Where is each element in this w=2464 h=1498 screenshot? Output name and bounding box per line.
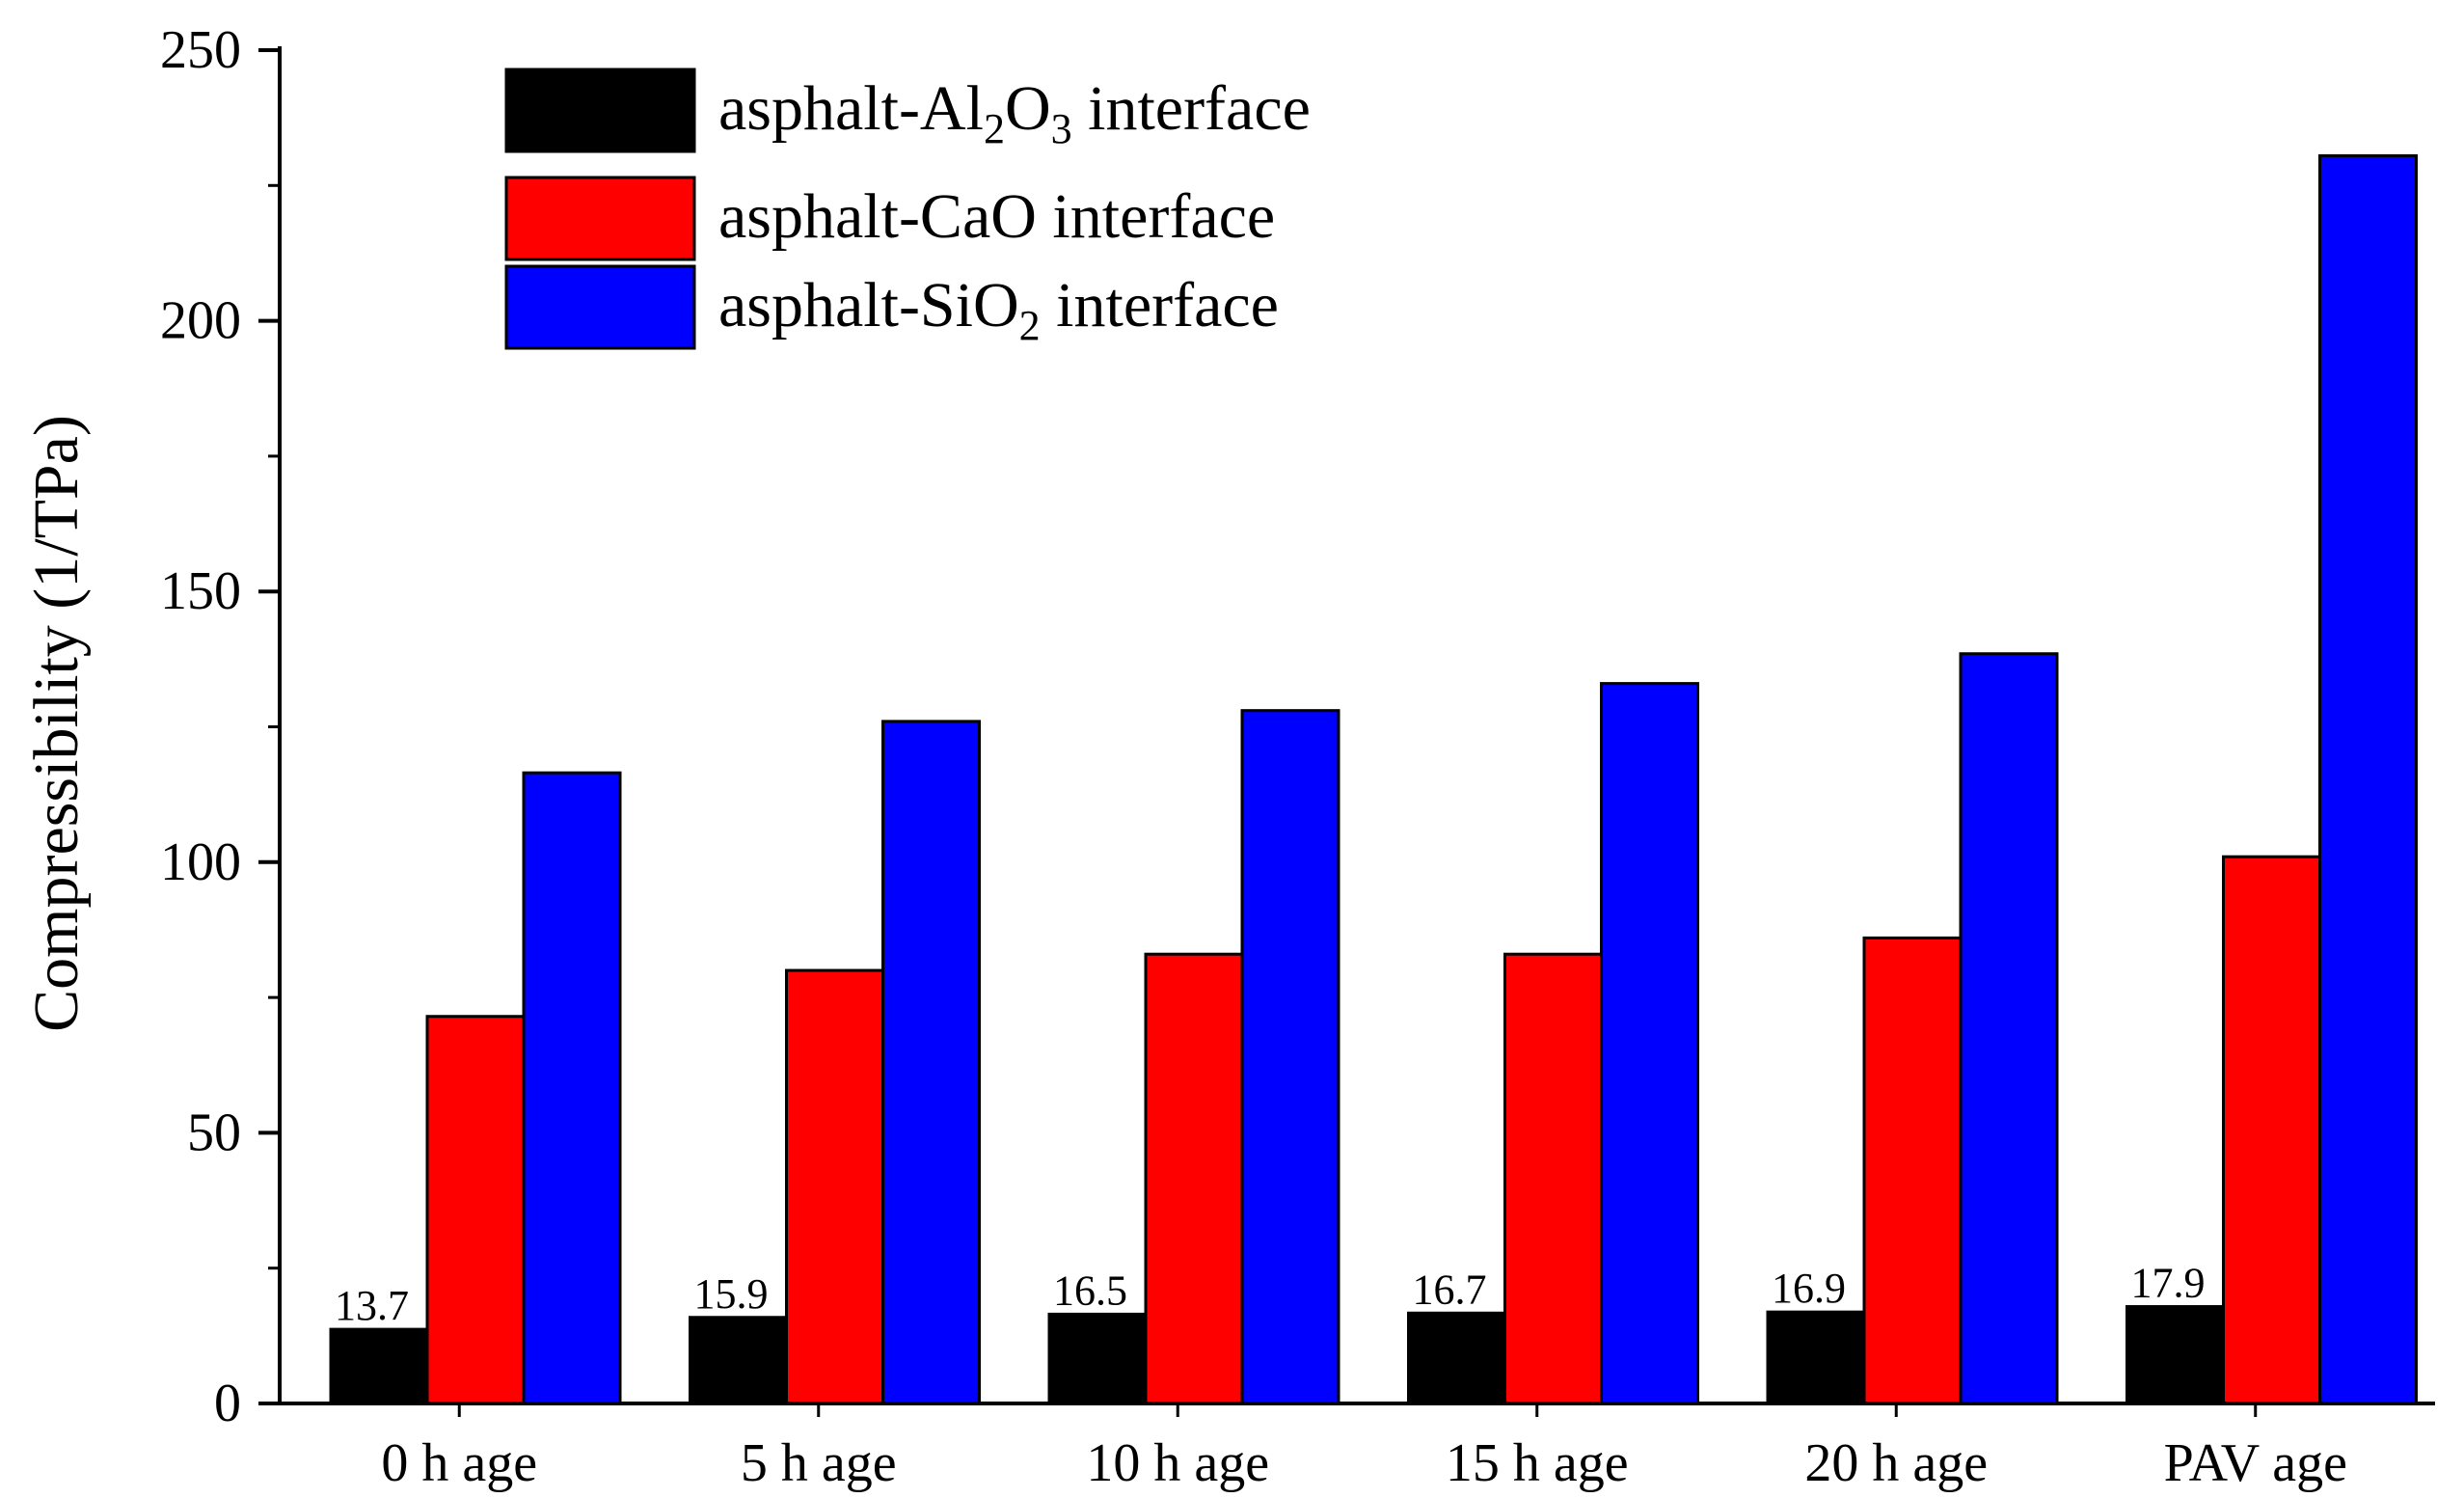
x-tick-label: 15 h age: [1446, 1433, 1629, 1493]
legend-label-0: asphalt-Al2O3 interface: [718, 73, 1311, 152]
data-label: 16.5: [1053, 1266, 1127, 1314]
legend-label-1: asphalt-CaO interface: [718, 181, 1275, 252]
y-tick-label: 0: [214, 1374, 241, 1433]
y-tick-label: 50: [187, 1103, 241, 1162]
legend: asphalt-Al2O3 interface asphalt-CaO inter…: [504, 68, 1311, 350]
x-tick-label: 20 h age: [1804, 1433, 1988, 1493]
data-label: 17.9: [2131, 1260, 2206, 1307]
axes-group: 0 50 100 150 200 250 0 h age 5 h age 10 h age 15 …: [160, 20, 2435, 1493]
x-tick-label: 10 h age: [1086, 1433, 1269, 1493]
bar-asphalt-sio2-interface-1: [881, 720, 981, 1405]
legend-label-2: asphalt-SiO2 interface: [718, 270, 1279, 349]
bar-asphalt-sio2-interface-4: [1959, 652, 2059, 1405]
bar-asphalt-cao-interface-4: [1862, 936, 1963, 1405]
bar-asphalt-al2o3-interface-4: [1766, 1310, 1866, 1405]
bar-asphalt-sio2-interface-0: [522, 771, 622, 1405]
bar-asphalt-cao-interface-1: [785, 968, 884, 1405]
bars-group: [329, 153, 2418, 1405]
legend-swatch-2: [504, 264, 696, 350]
data-label: 13.7: [335, 1282, 409, 1329]
x-tick-label: 5 h age: [741, 1433, 897, 1493]
bar-asphalt-sio2-interface-3: [1600, 682, 1699, 1405]
y-axis-title: Compressibility (1/TPa): [21, 415, 92, 1032]
bar-asphalt-al2o3-interface-1: [689, 1316, 788, 1405]
y-tick-label: 200: [160, 291, 241, 351]
y-tick-label: 100: [160, 832, 241, 892]
data-label: 15.9: [694, 1270, 769, 1318]
data-label: 16.9: [1772, 1265, 1846, 1312]
bar-asphalt-al2o3-interface-5: [2126, 1305, 2225, 1405]
data-labels-group: 13.7 15.9 16.5 16.7 16.9 17.9: [335, 1260, 2206, 1330]
legend-swatch-0: [504, 68, 696, 153]
bar-asphalt-sio2-interface-2: [1240, 709, 1340, 1405]
bar-asphalt-cao-interface-2: [1144, 952, 1244, 1405]
bar-asphalt-sio2-interface-5: [2318, 153, 2418, 1405]
bar-asphalt-cao-interface-3: [1503, 952, 1603, 1405]
legend-swatch-1: [504, 176, 696, 261]
bar-asphalt-al2o3-interface-0: [329, 1327, 429, 1405]
x-tick-label: 0 h age: [381, 1433, 537, 1493]
y-tick-label: 150: [160, 561, 241, 621]
bar-asphalt-al2o3-interface-3: [1407, 1311, 1506, 1405]
bar-asphalt-cao-interface-0: [425, 1015, 526, 1405]
x-tick-label: PAV age: [2164, 1433, 2347, 1493]
bar-asphalt-cao-interface-5: [2222, 855, 2321, 1405]
data-label: 16.7: [1413, 1266, 1487, 1313]
y-tick-label: 250: [160, 20, 241, 80]
bar-asphalt-al2o3-interface-2: [1047, 1312, 1148, 1405]
